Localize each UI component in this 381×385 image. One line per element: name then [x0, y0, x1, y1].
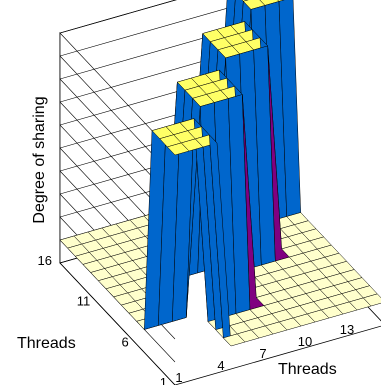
y-tick-label: 6 [121, 334, 128, 349]
z-axis-title: Degree of sharing [31, 96, 48, 223]
tick-labels: 147101316161116 [38, 253, 355, 385]
gridline [59, 0, 258, 179]
x-tick-label: 7 [259, 346, 266, 361]
y-tick-label: 16 [38, 253, 52, 268]
x-tick-label: 1 [175, 370, 182, 385]
x-axis-title: Threads [278, 361, 337, 378]
surface-plot [59, 0, 381, 347]
gridline [59, 18, 271, 202]
x-tick-label: 4 [217, 358, 224, 373]
y-tick-label: 11 [77, 294, 91, 309]
x-tick-label: 13 [340, 322, 354, 337]
surface-cell [363, 293, 381, 307]
x-tick-label: 10 [298, 334, 312, 349]
gridline [59, 0, 177, 156]
y-axis-title: Threads [17, 335, 76, 352]
y-tick-label: 1 [160, 375, 167, 385]
gridline [59, 41, 271, 225]
